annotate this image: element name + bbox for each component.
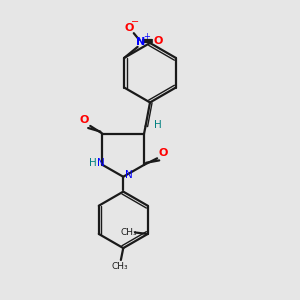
- Text: H: H: [89, 158, 97, 168]
- Text: O: O: [80, 115, 89, 125]
- Text: O: O: [154, 36, 163, 46]
- Text: H: H: [154, 120, 162, 130]
- Text: O: O: [158, 148, 167, 158]
- Text: N: N: [136, 37, 145, 47]
- Text: CH₃: CH₃: [112, 262, 129, 271]
- Text: O: O: [124, 23, 134, 33]
- Text: N: N: [97, 158, 105, 168]
- Text: −: −: [131, 17, 139, 28]
- Text: CH₃: CH₃: [121, 228, 137, 237]
- Text: N: N: [125, 170, 133, 180]
- Text: +: +: [143, 32, 150, 41]
